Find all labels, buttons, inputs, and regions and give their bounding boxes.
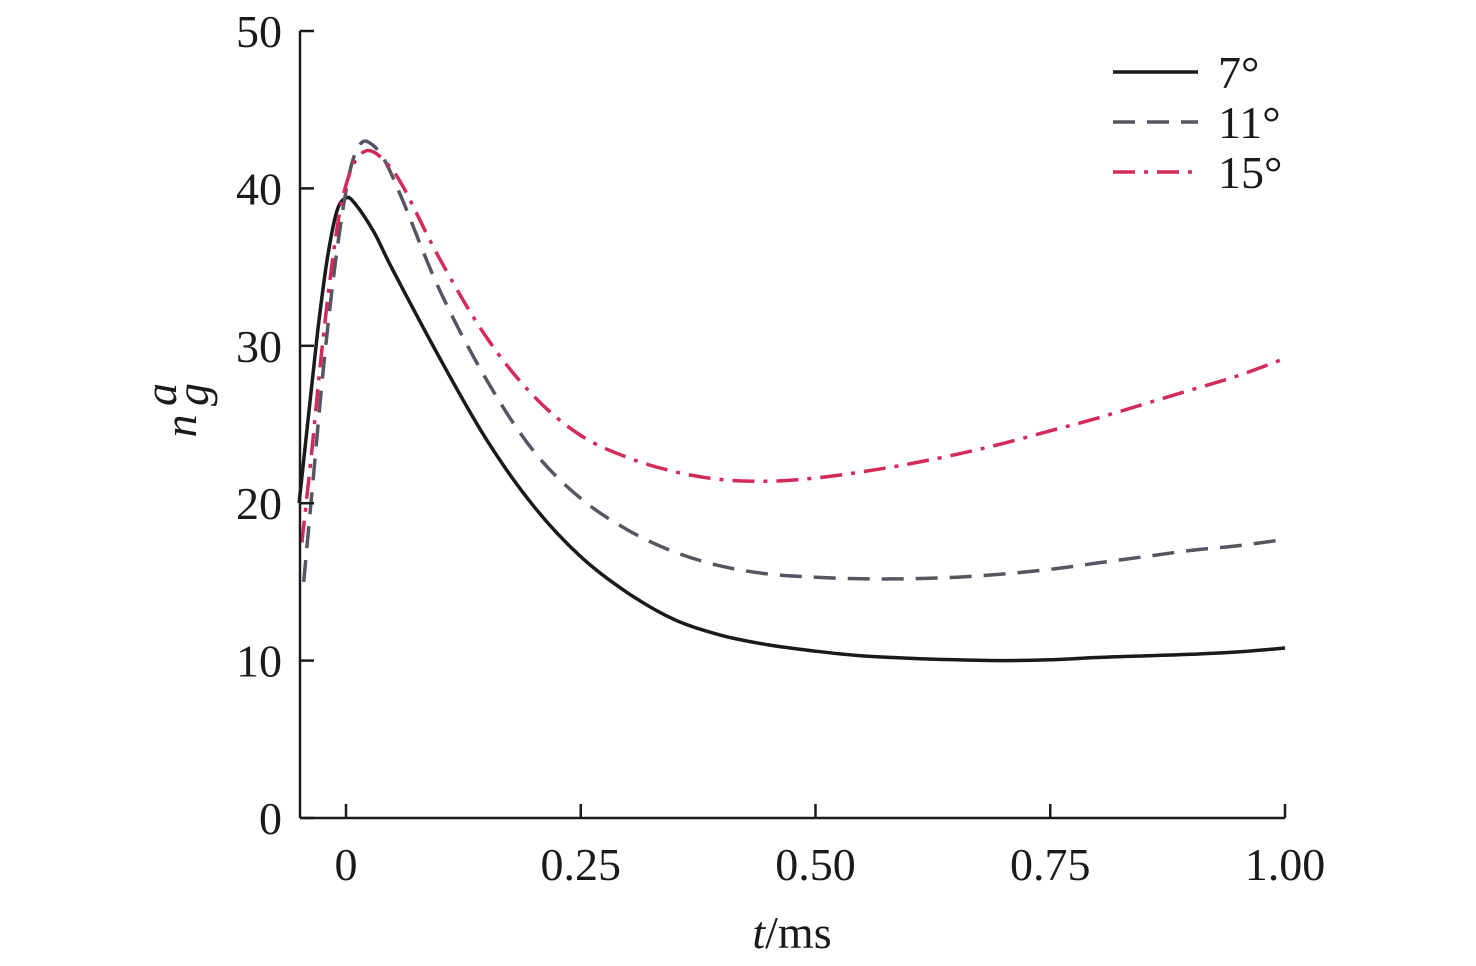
y-axis-label-sub: g (167, 383, 218, 406)
y-tick-label: 30 (236, 321, 282, 372)
series-line-2 (300, 148, 1286, 543)
legend: 7°11°15° (1113, 47, 1282, 198)
y-axis-label-base: n (155, 415, 206, 438)
y-tick-label: 40 (236, 163, 282, 214)
x-tick-label: 1.00 (1245, 839, 1326, 890)
series-line-1 (301, 139, 1286, 583)
y-axis-label-sup: a (135, 383, 186, 406)
x-tick-label: 0.50 (775, 839, 856, 890)
y-tick-label: 10 (236, 636, 282, 687)
x-tick-label: 0.75 (1010, 839, 1091, 890)
y-axis-label: nga (135, 383, 218, 438)
legend-label: 11° (1218, 97, 1281, 148)
y-tick-label: 20 (236, 478, 282, 529)
x-axis-label: t/ms (752, 907, 831, 958)
x-tick-label: 0 (335, 839, 358, 890)
x-axis-label-unit: /ms (765, 907, 831, 958)
series-line-0 (297, 195, 1286, 663)
x-axis-label-var: t (752, 907, 766, 958)
legend-label: 15° (1218, 147, 1282, 198)
y-tick-label: 0 (259, 793, 282, 844)
y-tick-label: 50 (236, 6, 282, 57)
x-tick-label: 0.25 (541, 839, 622, 890)
legend-label: 7° (1218, 47, 1259, 98)
